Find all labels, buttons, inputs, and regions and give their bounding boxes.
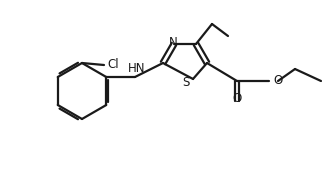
Text: Cl: Cl [107,58,118,71]
Text: O: O [232,92,242,105]
Text: HN: HN [128,61,146,74]
Text: N: N [169,36,177,49]
Text: O: O [273,74,282,87]
Text: S: S [182,76,190,89]
